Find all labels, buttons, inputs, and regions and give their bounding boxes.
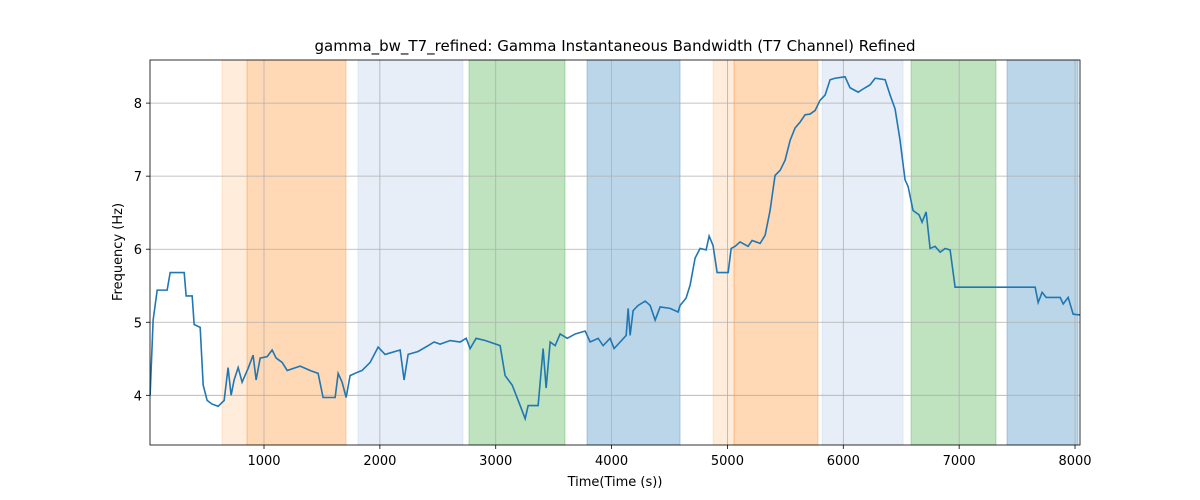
plot-frame bbox=[149, 59, 1081, 446]
y-tick-label: 8 bbox=[134, 97, 142, 112]
x-tick-label: 5000 bbox=[711, 454, 744, 469]
span bbox=[821, 59, 904, 446]
span bbox=[1006, 59, 1079, 446]
x-axis-label: Time(Time (s)) bbox=[567, 475, 663, 490]
line bbox=[150, 77, 1080, 419]
y-tick-label: 4 bbox=[134, 389, 142, 404]
x-tick-label: 3000 bbox=[479, 454, 512, 469]
span bbox=[733, 59, 819, 446]
span bbox=[357, 59, 464, 446]
x-tick-label: 4000 bbox=[595, 454, 628, 469]
x-tick-label: 7000 bbox=[943, 454, 976, 469]
x-tick-label: 1000 bbox=[247, 454, 280, 469]
y-tick-label: 7 bbox=[134, 170, 142, 185]
y-tick-label: 5 bbox=[134, 316, 142, 331]
span bbox=[246, 59, 347, 446]
chart-title: gamma_bw_T7_refined: Gamma Instantaneous… bbox=[315, 37, 916, 56]
x-tick-label: 6000 bbox=[827, 454, 860, 469]
x-tick-label: 8000 bbox=[1058, 454, 1091, 469]
x-tick-label: 2000 bbox=[363, 454, 396, 469]
span bbox=[586, 59, 681, 446]
span bbox=[910, 59, 997, 446]
span bbox=[468, 59, 566, 446]
y-axis-label: Frequency (Hz) bbox=[111, 203, 126, 301]
y-tick-label: 6 bbox=[134, 243, 142, 258]
